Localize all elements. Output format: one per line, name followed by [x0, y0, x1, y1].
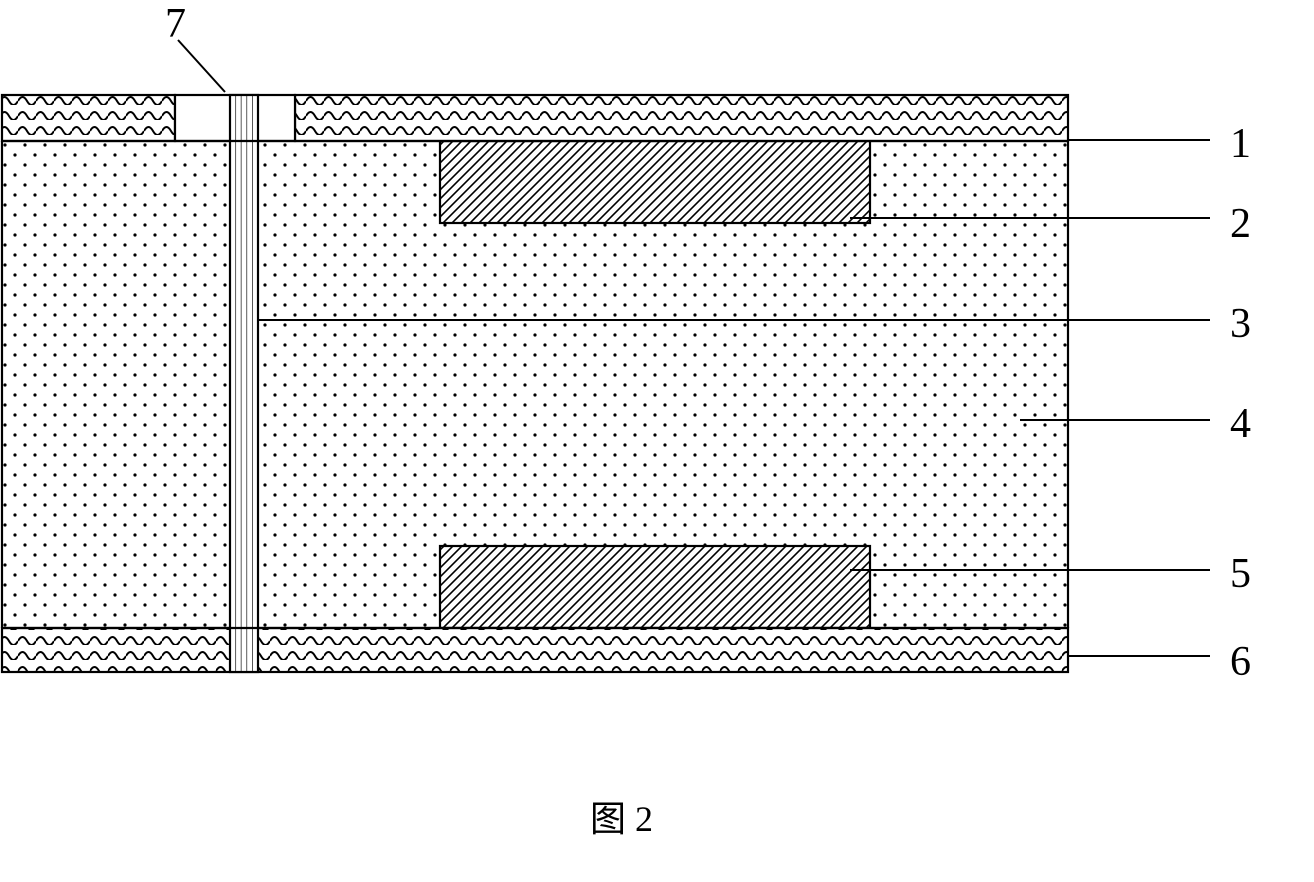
block-5-lower-hatched: [440, 546, 870, 628]
label-1: 1: [1230, 120, 1251, 168]
layer-1-top-wavy: [2, 95, 1068, 141]
label-3: 3: [1230, 300, 1251, 348]
block-2-upper-hatched: [440, 141, 870, 223]
layer-6-bottom-wavy: [2, 628, 1068, 672]
label-6: 6: [1230, 638, 1251, 686]
label-4: 4: [1230, 400, 1251, 448]
label-7: 7: [165, 0, 186, 48]
label-2: 2: [1230, 200, 1251, 248]
diagram-svg: [0, 0, 1314, 882]
figure-canvas: 7 1 2 3 4 5 6 图 2: [0, 0, 1314, 882]
figure-caption: 图 2: [590, 790, 653, 842]
label-5: 5: [1230, 550, 1251, 598]
pillar-3: [230, 95, 258, 672]
